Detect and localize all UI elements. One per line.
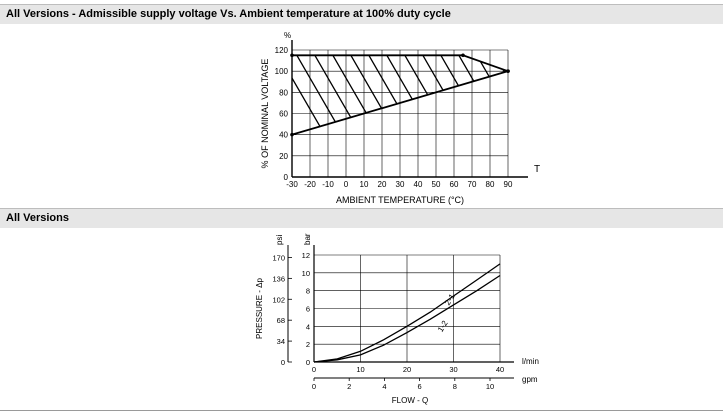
lpm-unit-label: l/min	[522, 357, 539, 366]
grid	[313, 254, 501, 363]
hatch-line	[305, 55, 392, 135]
x-tick-label: 30	[396, 180, 405, 189]
x-tick-label: 20	[378, 180, 387, 189]
y-tick-label-bar: 4	[306, 322, 310, 331]
y-tick-label: 100	[275, 67, 289, 76]
hatch-line	[467, 55, 508, 135]
y-tick-label: 0	[284, 173, 289, 182]
x-tick-label-lpm: 0	[312, 365, 316, 374]
series-point	[506, 69, 510, 73]
x-tick-label: 60	[450, 180, 459, 189]
y-tick-label-psi: 0	[281, 358, 285, 367]
series-label-1-2: 1-2	[436, 319, 450, 334]
x-tick-label-lpm: 40	[496, 365, 504, 374]
y-tick-label-bar: 10	[302, 269, 310, 278]
hatch-line	[558, 40, 643, 187]
axes	[291, 40, 528, 178]
y-tick-label-psi: 170	[272, 253, 285, 262]
y-tick-label-psi: 68	[277, 316, 285, 325]
y-tick-label: 20	[279, 152, 288, 161]
y-tick-label-bar: 8	[306, 287, 310, 296]
x-tick-label-gpm: 0	[312, 382, 316, 391]
series-line-2-1	[313, 263, 501, 363]
x-axis-short-label: T	[534, 164, 540, 175]
x-tick-label-lpm: 10	[356, 365, 364, 374]
y-axis-label: % OF NOMINAL VOLTAGE	[260, 59, 270, 169]
x-tick-label: 70	[468, 180, 477, 189]
y-tick-label: 80	[279, 88, 288, 97]
y-tick-label-bar: 12	[302, 251, 310, 260]
x-tick-label-gpm: 2	[347, 382, 351, 391]
section-title: All Versions - Admissible supply voltage…	[6, 8, 451, 20]
x-tick-label-lpm: 20	[403, 365, 411, 374]
x-tick-label-gpm: 6	[418, 382, 422, 391]
x-tick-label: -20	[304, 180, 316, 189]
gpm-unit-label: gpm	[522, 375, 538, 384]
x-tick-label: 80	[486, 180, 495, 189]
x-tick-label: 0	[344, 180, 349, 189]
series-point	[461, 53, 465, 58]
hatch-line	[292, 55, 374, 135]
axes	[287, 245, 514, 379]
psi-unit-label: psi	[275, 235, 284, 245]
x-tick-label: 10	[360, 180, 369, 189]
tick-labels: -30 -20 -10 0 10 20 30 40 50 60 70 80 90 0 20 40 60 80 100…	[275, 46, 513, 189]
section-header-pressure: All Versions	[0, 208, 723, 228]
x-tick-label: 40	[414, 180, 423, 189]
section-title: All Versions	[6, 212, 69, 224]
y-tick-label: 40	[279, 131, 288, 140]
section-header-voltage: All Versions - Admissible supply voltage…	[0, 4, 723, 24]
hatch-line	[503, 55, 508, 135]
y-tick-label: 120	[275, 46, 289, 55]
x-tick-label: 50	[432, 180, 441, 189]
x-axis-label: AMBIENT TEMPERATURE (°C)	[336, 195, 464, 205]
y-tick-label-bar: 2	[306, 340, 310, 349]
hatch-line	[540, 40, 625, 187]
grid	[291, 49, 509, 178]
hatch-line	[292, 55, 356, 135]
y-tick-label-psi: 102	[272, 295, 285, 304]
x-tick-label-gpm: 8	[453, 382, 457, 391]
x-tick-label: 90	[504, 180, 513, 189]
bar-unit-label: bar	[303, 233, 312, 245]
series-line-1-2	[313, 274, 501, 363]
y-axis-label: PRESSURE - Δp	[255, 277, 264, 338]
x-tick-label: -10	[322, 180, 334, 189]
x-tick-label-lpm: 30	[449, 365, 457, 374]
series-line-1	[291, 70, 509, 136]
voltage-temperature-chart: -30 -20 -10 0 10 20 30 40 50 60 70 80 90 0 20 40 60 80 100…	[260, 31, 643, 205]
y-tick-label-bar: 6	[306, 305, 310, 314]
y-tick-label-psi: 136	[272, 274, 285, 283]
x-tick-label-gpm: 10	[486, 382, 494, 391]
x-axis-label: FLOW - Q	[392, 396, 428, 405]
y-tick-label-psi: 34	[277, 337, 285, 346]
x-tick-label: -30	[286, 180, 298, 189]
y-unit-label: %	[284, 31, 291, 40]
series-lines	[313, 263, 501, 363]
y-tick-label-bar: 0	[306, 358, 310, 367]
y-tick-label: 60	[279, 110, 288, 119]
x-tick-label-gpm: 4	[382, 382, 386, 391]
bottom-divider	[0, 410, 723, 411]
